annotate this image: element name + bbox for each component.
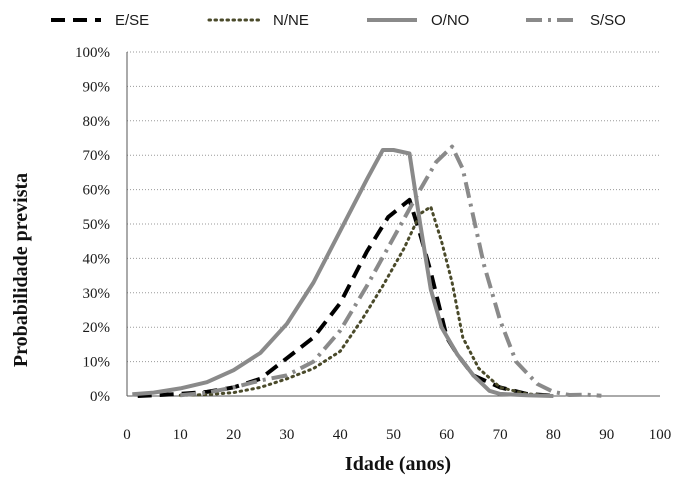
y-tick-label: 30% (83, 286, 111, 302)
x-axis-title: Idade (anos) (345, 453, 451, 475)
x-tick-label: 30 (279, 427, 294, 443)
x-tick-label: 100 (649, 427, 672, 443)
x-tick-label: 70 (493, 427, 508, 443)
series-line-e-se (137, 197, 554, 398)
series-line-s-so (180, 144, 602, 398)
y-tick-label: 70% (83, 148, 111, 164)
y-tick-label: 100% (75, 45, 110, 61)
y-tick-label: 80% (83, 114, 111, 130)
x-tick-labels: 0 10 20 30 40 50 60 70 80 90 100 (123, 427, 671, 443)
x-tick-label: 20 (226, 427, 241, 443)
y-tick-labels: 0% 10% 20% 30% 40% 50% 60% 70% 80% 90% 100% (75, 45, 110, 405)
x-tick-label: 10 (173, 427, 188, 443)
x-tick-label: 90 (599, 427, 614, 443)
series-line-n-ne (178, 205, 555, 398)
grid-lines (127, 51, 660, 363)
series-lines (132, 144, 602, 398)
y-tick-label: 0% (90, 389, 110, 405)
y-tick-label: 90% (83, 79, 111, 95)
legend: E/SE N/NE O/NO S/SO (51, 12, 626, 29)
x-tick-label: 50 (386, 427, 401, 443)
y-tick-label: 50% (83, 217, 111, 233)
x-tick-label: 80 (546, 427, 561, 443)
y-tick-label: 20% (83, 320, 111, 336)
y-tick-label: 60% (83, 183, 111, 199)
legend-label: S/SO (590, 12, 626, 29)
series-line-o-no (132, 148, 554, 398)
x-tick-label: 0 (123, 427, 131, 443)
y-axis-title: Probabilidade prevista (10, 173, 32, 367)
legend-label: O/NO (431, 12, 469, 29)
y-tick-label: 40% (83, 251, 111, 267)
y-tick-label: 10% (83, 355, 111, 371)
legend-label: N/NE (273, 12, 309, 29)
x-tick-label: 60 (439, 427, 454, 443)
legend-label: E/SE (115, 12, 149, 29)
x-tick-label: 40 (333, 427, 348, 443)
